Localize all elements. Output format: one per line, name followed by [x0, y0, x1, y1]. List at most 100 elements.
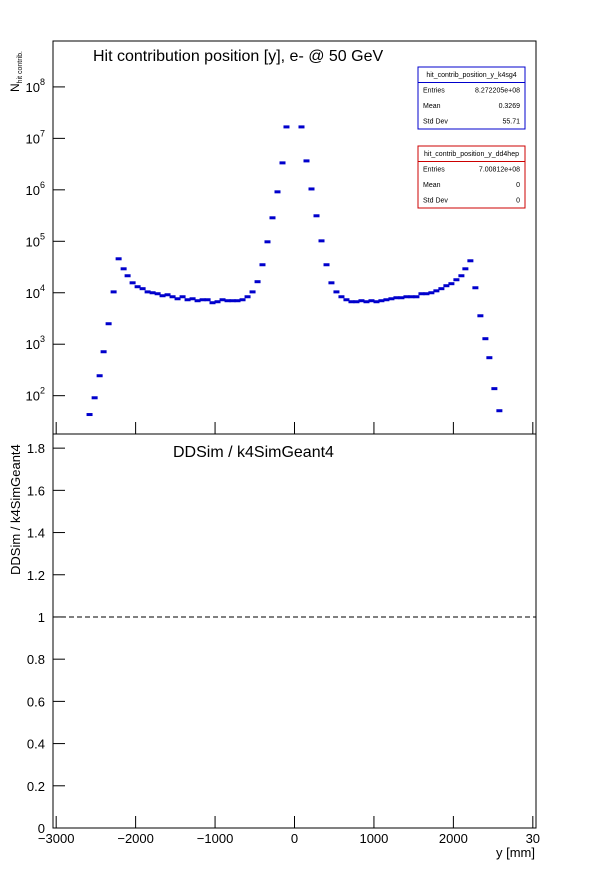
y-tick-label: 106 — [26, 180, 45, 198]
stats-value: 0 — [516, 198, 520, 205]
data-point — [373, 300, 380, 304]
y-tick-label: 0.4 — [27, 737, 45, 752]
data-point — [298, 125, 305, 129]
data-point — [234, 299, 241, 303]
x-tick-label: 0 — [291, 831, 298, 846]
data-point — [438, 287, 445, 291]
x-tick-label: −2000 — [117, 831, 154, 846]
y-label-ratio: DDSim / k4SimGeant4 — [8, 444, 23, 575]
x-label: y [mm] — [496, 845, 535, 860]
bottom-title: DDSim / k4SimGeant4 — [173, 444, 334, 461]
data-point — [418, 292, 425, 296]
data-point — [413, 295, 420, 299]
data-point — [229, 299, 236, 303]
data-point — [164, 293, 171, 297]
data-point — [144, 290, 151, 294]
data-point — [328, 281, 335, 285]
data-point — [318, 239, 325, 243]
data-point — [124, 274, 131, 278]
y-tick-exp: 7 — [40, 128, 45, 138]
data-point — [303, 159, 310, 163]
data-point — [482, 337, 489, 341]
y-tick-label: 0.6 — [27, 694, 45, 709]
y-tick-label: 0.8 — [27, 652, 45, 667]
data-point — [244, 295, 251, 299]
y-tick-exp: 4 — [40, 283, 45, 293]
data-point — [333, 290, 340, 294]
y-label-sub: hit contrib. — [17, 51, 24, 83]
data-point — [174, 297, 181, 301]
data-point — [283, 125, 290, 129]
data-point — [383, 298, 390, 302]
data-point — [398, 296, 405, 300]
data-point — [443, 284, 450, 288]
data-point — [393, 296, 400, 300]
data-point — [368, 299, 375, 303]
data-point — [343, 298, 350, 302]
data-point — [139, 287, 146, 291]
data-point — [428, 291, 435, 295]
data-point — [110, 290, 117, 294]
bottom-frame — [52, 433, 537, 829]
data-point — [105, 322, 112, 326]
data-point — [96, 374, 103, 378]
data-point — [209, 301, 216, 305]
stats-value: 0.3269 — [499, 103, 521, 110]
y-tick-base: 10 — [26, 131, 40, 146]
x-tick-label: −3000 — [38, 831, 75, 846]
y-tick-base: 10 — [26, 183, 40, 198]
y-tick-label: 1.8 — [27, 441, 45, 456]
data-point — [120, 267, 127, 271]
data-point — [308, 187, 315, 191]
stats-key: Entries — [423, 167, 445, 174]
y-tick-label: 102 — [26, 386, 45, 404]
y-tick-label: 104 — [26, 283, 45, 301]
data-point — [204, 298, 211, 302]
x-tick-label: 30 — [526, 831, 540, 846]
stats-value: 0 — [516, 182, 520, 189]
data-point — [353, 300, 360, 304]
data-point — [486, 356, 493, 360]
y-tick-exp: 5 — [40, 231, 45, 241]
stats-key: Std Dev — [423, 198, 448, 205]
y-tick-base: 10 — [26, 389, 40, 404]
data-point — [149, 291, 156, 295]
y-label-main: N — [8, 83, 22, 92]
data-point — [264, 240, 271, 244]
data-point — [279, 161, 286, 165]
data-point — [472, 286, 479, 290]
y-tick-label: 0 — [38, 821, 45, 836]
stats-value: 55.71 — [502, 119, 520, 126]
data-point — [86, 413, 93, 417]
y-tick-base: 10 — [26, 80, 40, 95]
data-point — [467, 259, 474, 263]
data-point — [496, 409, 503, 413]
y-tick-base: 10 — [26, 234, 40, 249]
data-point — [323, 263, 330, 267]
data-point — [100, 350, 107, 354]
y-tick-exp: 3 — [40, 334, 45, 344]
data-point — [219, 298, 226, 302]
y-tick-label: 1.4 — [27, 526, 45, 541]
data-point — [348, 300, 355, 304]
y-tick-label: 107 — [26, 128, 45, 146]
data-point — [408, 295, 415, 299]
data-point — [462, 267, 469, 271]
data-point — [91, 396, 98, 400]
y-tick-exp: 8 — [40, 77, 45, 87]
data-point — [269, 216, 276, 220]
y-tick-label: 103 — [26, 334, 45, 352]
data-point — [154, 292, 161, 296]
data-point — [388, 297, 395, 301]
data-point — [214, 300, 221, 304]
stats-box — [417, 66, 526, 130]
data-point — [453, 278, 460, 282]
y-tick-base: 10 — [26, 337, 40, 352]
data-point — [115, 257, 122, 261]
data-point — [224, 299, 231, 303]
stats-value: 7.00812e+08 — [479, 167, 520, 174]
top-title: Hit contribution position [y], e- @ 50 G… — [93, 48, 383, 65]
data-point — [274, 190, 281, 194]
stats-key: Std Dev — [423, 119, 448, 126]
